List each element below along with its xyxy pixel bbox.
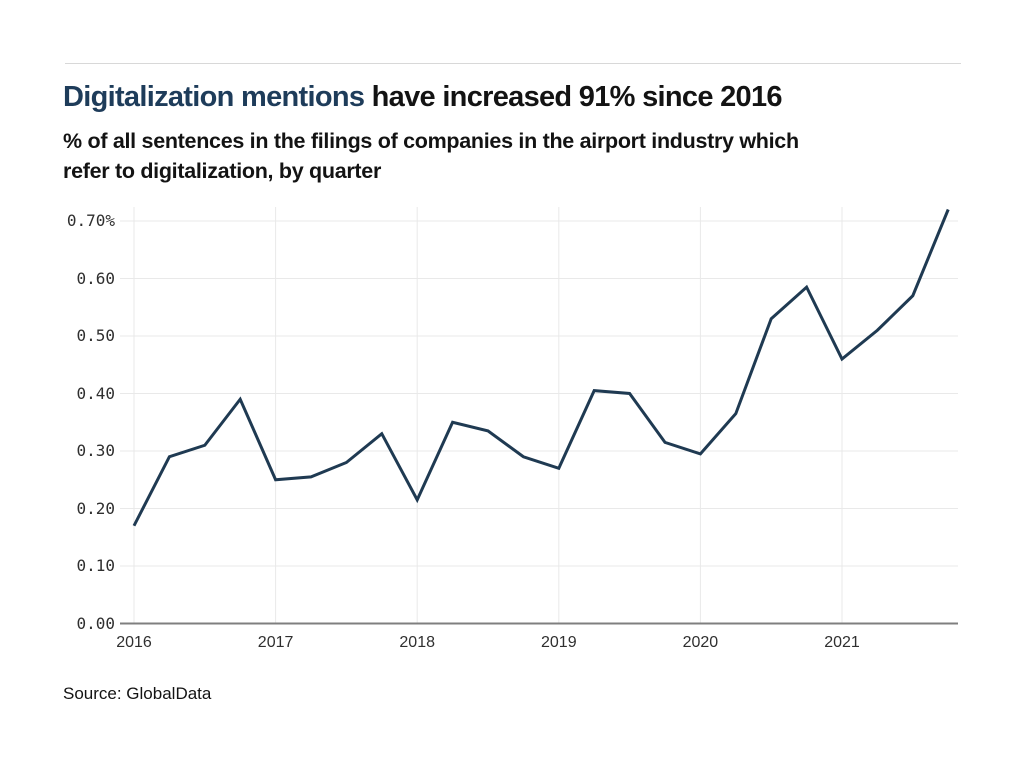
subtitle-line-2: refer to digitalization, by quarter — [63, 159, 382, 183]
title-rest: have increased 91% since 2016 — [364, 81, 783, 113]
y-tick-label: 0.70% — [66, 211, 115, 230]
y-tick-label: 0.20 — [76, 498, 115, 518]
y-tick-label: 0.40 — [76, 383, 115, 403]
x-tick-label: 2018 — [399, 634, 435, 651]
y-tick-label: 0.10 — [76, 556, 115, 575]
x-tick-label: 2017 — [257, 634, 294, 651]
y-tick-label: 0.00 — [76, 613, 115, 633]
subtitle-line-1: % of all sentences in the filings of com… — [63, 129, 799, 153]
x-tick-label: 2019 — [541, 634, 577, 651]
y-tick-label: 0.30 — [76, 441, 115, 460]
x-tick-label: 2016 — [116, 634, 152, 651]
chart-subtitle: % of all sentences in the filings of com… — [63, 126, 799, 186]
x-tick-label: 2021 — [824, 634, 860, 651]
y-tick-label: 0.50 — [76, 326, 115, 345]
page-title: Digitalization mentions have increased 9… — [63, 81, 783, 114]
data-line-digitalization-mentions — [132, 208, 950, 527]
title-highlight: Digitalization mentions — [63, 81, 365, 113]
source-note: Source: GlobalData — [63, 684, 212, 703]
y-tick-label: 0.60 — [76, 268, 115, 288]
top-divider — [65, 63, 961, 64]
x-tick-label: 2020 — [682, 634, 719, 651]
